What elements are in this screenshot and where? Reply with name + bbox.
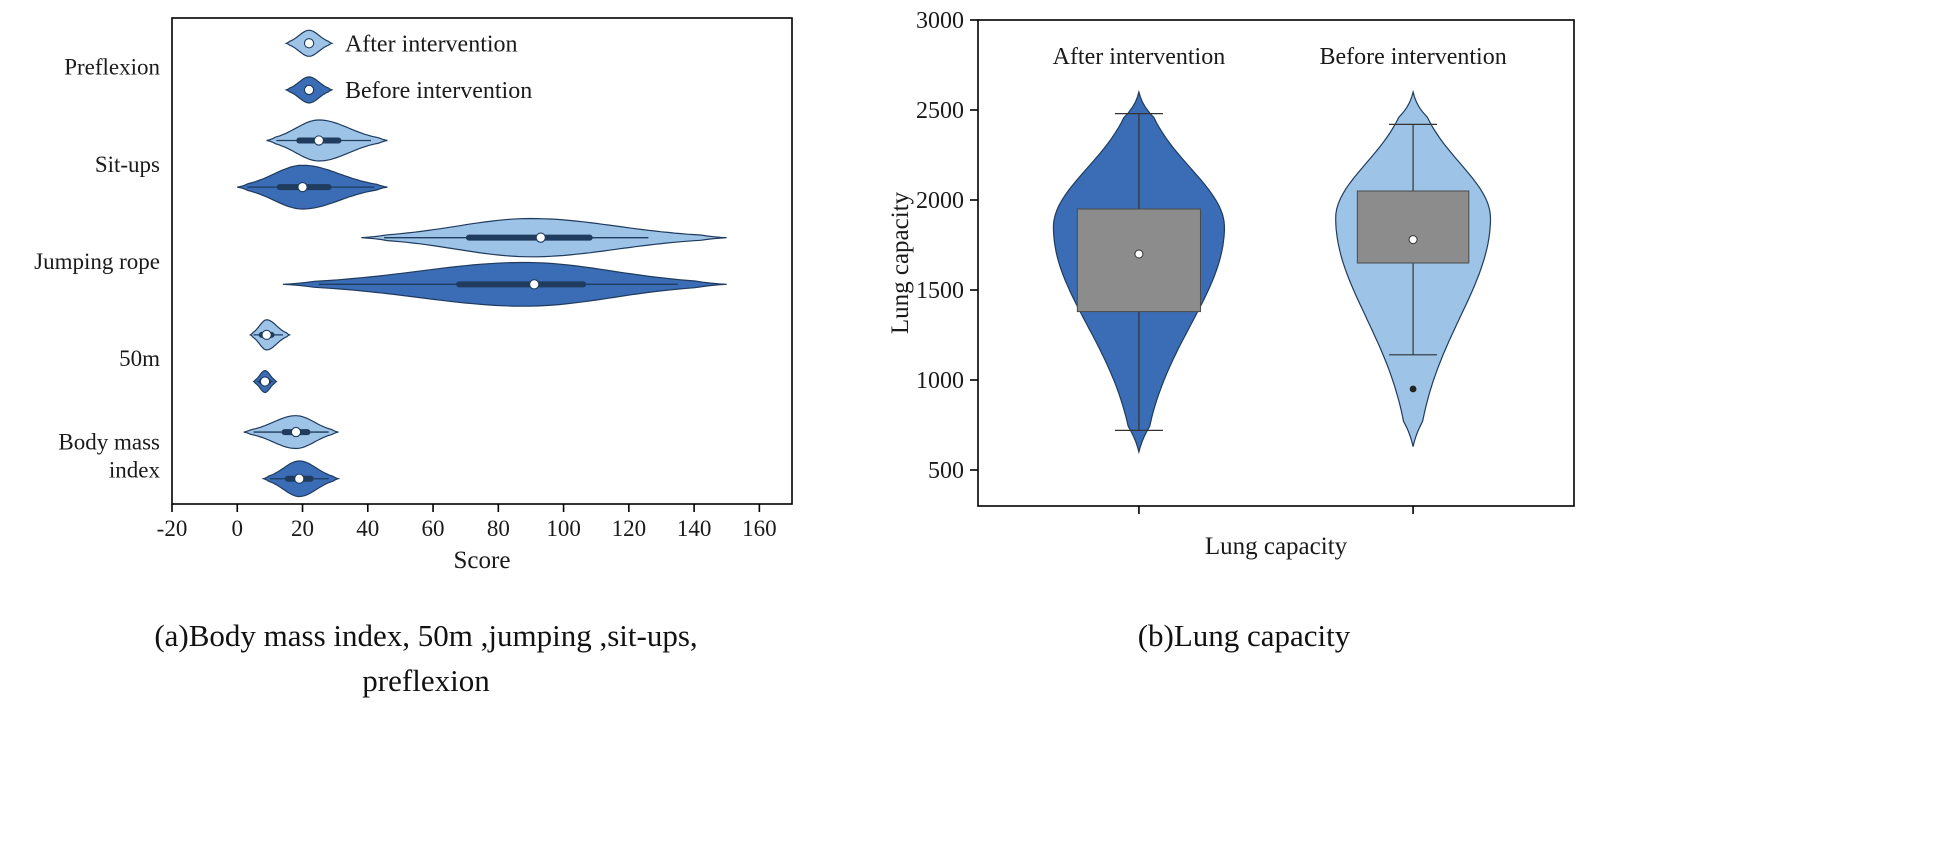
y-tick-label: 2000 [916, 188, 964, 214]
violin-horizontal [261, 460, 341, 498]
plot-frame-b [977, 19, 1575, 507]
violin-group-label: After intervention [1053, 44, 1226, 70]
median-dot [303, 38, 315, 49]
median-dot [259, 376, 271, 387]
median-dot [290, 426, 302, 438]
violin-horizontal [282, 261, 727, 307]
median-dot [297, 181, 308, 193]
y-tick-label: 2500 [916, 98, 964, 124]
category-label: Body mass [58, 429, 160, 454]
caption-b-text: (b)Lung capacity [1137, 618, 1351, 653]
median-dot [261, 329, 272, 341]
figure: -20 0 20 40 60 80 100 120 140 160 Score Preflexion S… [14, 6, 1606, 586]
x-tick-label: -20 [157, 516, 188, 541]
category-label: index [109, 457, 161, 482]
violin-vertical [1052, 89, 1225, 455]
violin-horizontal [252, 370, 278, 394]
x-tick-label: 40 [356, 516, 379, 541]
x-axis-title: Score [454, 547, 511, 574]
violin-horizontal [284, 29, 334, 57]
x-tick-label: 20 [291, 516, 314, 541]
caption-a: (a)Body mass index, 50m ,jumping ,sit-up… [14, 614, 838, 704]
mean-dot [1134, 249, 1144, 259]
x-axis-title: Lung capacity [1205, 533, 1348, 560]
y-tick-label: 1000 [916, 368, 964, 394]
violin-horizontal [237, 164, 388, 210]
plot-frame-a [171, 17, 793, 505]
chart-a-container: -20 0 20 40 60 80 100 120 140 160 Score Preflexion S… [14, 6, 838, 586]
legend-label: Before intervention [345, 78, 532, 104]
y-tick-label: 500 [928, 458, 964, 484]
captions-row: (a)Body mass index, 50m ,jumping ,sit-up… [0, 614, 1938, 704]
median-dot [313, 135, 324, 146]
median-dot [529, 279, 540, 290]
violin-horizontal [243, 415, 339, 450]
category-label: 50m [119, 346, 160, 371]
violin-chart-lung-capacity: 500 1000 1500 2000 2500 3000 Lung capacity Lung… [887, 8, 1575, 560]
violin-horizontal [266, 119, 388, 162]
caption-b: (b)Lung capacity [882, 614, 1606, 704]
x-tick-label: 120 [612, 516, 647, 541]
median-dot [303, 84, 315, 96]
caption-a-line2: preflexion [362, 662, 490, 698]
mean-dot [1408, 235, 1418, 245]
chart-b-container: 500 1000 1500 2000 2500 3000 Lung capacity Lung… [882, 6, 1606, 586]
violin-group-label: Before intervention [1319, 44, 1506, 70]
violin-horizontal [284, 76, 334, 104]
iqr-box [1356, 190, 1470, 264]
x-tick-label: 80 [487, 516, 510, 541]
violin-vertical [1335, 89, 1492, 447]
y-tick-label: 3000 [916, 8, 964, 34]
iqr-box [1076, 208, 1201, 313]
x-tick-label: 60 [422, 516, 445, 541]
x-tick-label: 160 [742, 516, 777, 541]
median-dot [294, 473, 305, 484]
category-label: Sit-ups [95, 152, 160, 177]
category-label: Jumping rope [34, 249, 160, 274]
x-tick-label: 0 [232, 516, 244, 541]
violin-chart-fitness-scores: -20 0 20 40 60 80 100 120 140 160 Score Preflexion S… [34, 17, 793, 574]
category-label: Preflexion [64, 55, 160, 80]
x-tick-label: 140 [677, 516, 712, 541]
caption-a-line1: (a)Body mass index, 50m ,jumping ,sit-up… [154, 618, 698, 653]
y-axis-title: Lung capacity [887, 191, 914, 334]
violin-horizontal [248, 319, 292, 351]
median-dot [535, 232, 546, 243]
violin-horizontal [361, 217, 727, 258]
outlier-dot [1409, 385, 1417, 393]
y-tick-label: 1500 [916, 278, 964, 304]
legend-label: After intervention [345, 31, 518, 57]
x-tick-label: 100 [546, 516, 581, 541]
